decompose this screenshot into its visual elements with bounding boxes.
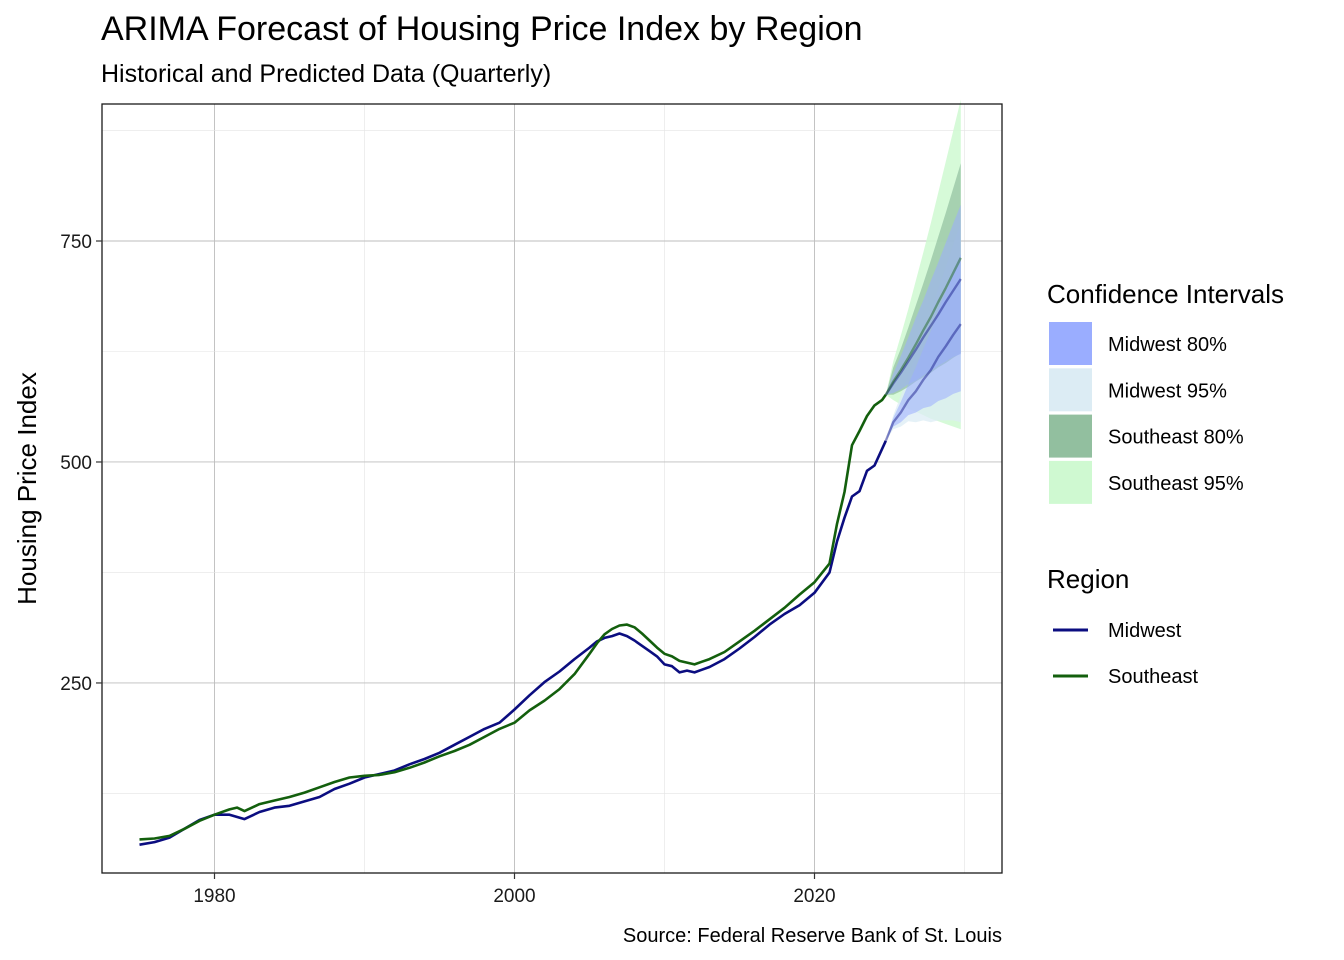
x-tick-label: 2020 xyxy=(793,886,835,907)
legend-swatch xyxy=(1049,322,1092,365)
chart-caption: Source: Federal Reserve Bank of St. Loui… xyxy=(623,925,1002,947)
grid xyxy=(102,104,1002,873)
panel-border xyxy=(101,103,1003,874)
x-axis: 1980 2000 2020 xyxy=(193,873,836,907)
y-axis: 250 500 750 xyxy=(60,232,102,695)
midwest-80-band xyxy=(885,254,961,441)
midwest-forecast-line xyxy=(884,323,962,442)
y-tick-label: 500 xyxy=(60,453,92,474)
y-tick-label: 750 xyxy=(60,232,92,253)
plot-panel xyxy=(101,99,1003,874)
chart-subtitle: Historical and Predicted Data (Quarterly… xyxy=(101,60,551,88)
legend-swatch xyxy=(1049,368,1092,412)
x-tick-label: 2000 xyxy=(493,886,535,907)
confidence-bands xyxy=(885,99,961,441)
legend-swatch xyxy=(1049,414,1092,458)
legend-label: Southeast xyxy=(1108,666,1199,688)
legend-confidence-intervals: Confidence Intervals Midwest 80% Midwest … xyxy=(1047,279,1284,504)
legend-region-title: Region xyxy=(1047,564,1129,594)
x-tick-label: 1980 xyxy=(193,886,235,907)
chart-title: ARIMA Forecast of Housing Price Index by… xyxy=(101,10,863,48)
legend-label: Southeast 80% xyxy=(1108,427,1244,449)
midwest-forecast-line xyxy=(884,278,962,396)
legend-label: Southeast 95% xyxy=(1108,473,1244,495)
y-axis-title: Housing Price Index xyxy=(12,372,42,605)
legend-label: Midwest 80% xyxy=(1108,334,1227,356)
southeast-forecast-line xyxy=(884,257,962,396)
midwest-historical-line xyxy=(139,440,887,846)
legend-label: Midwest 95% xyxy=(1108,380,1227,402)
series-lines xyxy=(139,257,962,846)
legend-intervals-title: Confidence Intervals xyxy=(1047,279,1284,309)
southeast-historical-line xyxy=(139,394,887,841)
y-tick-label: 250 xyxy=(60,674,92,695)
legend-swatch xyxy=(1049,460,1092,504)
legend-region: Region Midwest Southeast xyxy=(1047,564,1199,688)
legend-label: Midwest xyxy=(1108,620,1182,642)
